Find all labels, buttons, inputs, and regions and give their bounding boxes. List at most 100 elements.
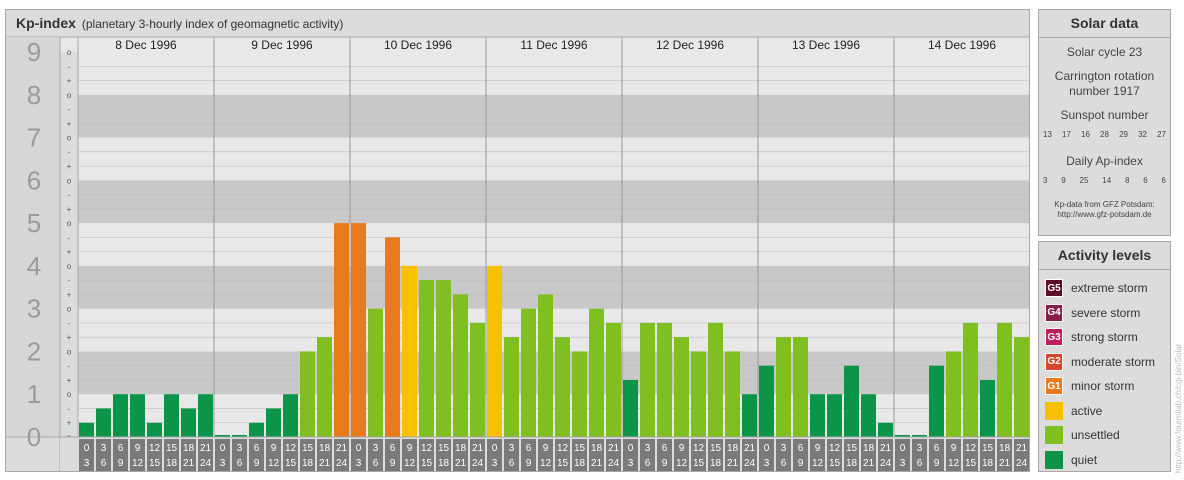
kp-bar bbox=[810, 394, 825, 437]
interval-cell bbox=[827, 439, 842, 471]
activity-level-item: G5 extreme storm bbox=[1045, 276, 1170, 301]
interval-end-label: 6 bbox=[781, 458, 787, 469]
interval-cell bbox=[572, 439, 587, 471]
interval-start-label: 12 bbox=[693, 443, 705, 454]
activity-level-swatch bbox=[1045, 450, 1063, 469]
interval-cell bbox=[487, 439, 502, 471]
interval-cell bbox=[555, 439, 570, 471]
interval-end-label: 3 bbox=[356, 458, 362, 469]
interval-end-label: 24 bbox=[472, 458, 484, 469]
interval-cell bbox=[1014, 439, 1029, 471]
kp-bar bbox=[385, 237, 400, 437]
interval-end-label: 24 bbox=[336, 458, 348, 469]
ap-index-value: 25 bbox=[1079, 176, 1089, 185]
activity-level-item: G3 strong storm bbox=[1045, 325, 1170, 350]
y-tick-label: 4 bbox=[27, 251, 41, 281]
minor-tick-label: + bbox=[67, 376, 72, 385]
interval-end-label: 18 bbox=[710, 458, 722, 469]
date-strip bbox=[5, 37, 1030, 52]
interval-end-label: 3 bbox=[220, 458, 226, 469]
kp-bar bbox=[674, 337, 689, 437]
kp-bar bbox=[776, 337, 791, 437]
interval-end-label: 3 bbox=[900, 458, 906, 469]
activity-levels-panel: Activity levels G5 extreme storm G4 severe … bbox=[1038, 241, 1171, 472]
interval-start-label: 18 bbox=[591, 443, 603, 454]
kp-band bbox=[78, 265, 1030, 309]
kp-bar bbox=[708, 322, 723, 437]
minor-tick-label: o bbox=[67, 48, 72, 57]
interval-end-label: 12 bbox=[404, 458, 416, 469]
kp-bar bbox=[861, 394, 876, 437]
kp-bar bbox=[1014, 337, 1029, 437]
minor-tick-label: + bbox=[67, 419, 72, 428]
date-label: 13 Dec 1996 bbox=[792, 38, 860, 52]
solar-data-title: Solar data bbox=[1039, 10, 1170, 38]
interval-end-label: 15 bbox=[285, 458, 297, 469]
interval-cell bbox=[215, 439, 230, 471]
interval-end-label: 9 bbox=[118, 458, 124, 469]
interval-start-label: 12 bbox=[965, 443, 977, 454]
interval-start-label: 9 bbox=[271, 443, 277, 454]
interval-cell bbox=[725, 439, 740, 471]
activity-level-label: strong storm bbox=[1071, 330, 1138, 345]
activity-level-item: unsettled bbox=[1045, 423, 1170, 448]
interval-start-label: 3 bbox=[509, 443, 515, 454]
interval-start-label: 9 bbox=[951, 443, 957, 454]
interval-end-label: 15 bbox=[693, 458, 705, 469]
ap-index-value: 3 bbox=[1043, 176, 1048, 185]
interval-end-label: 12 bbox=[540, 458, 552, 469]
kp-data-url[interactable]: http://www.gfz-potsdam.de bbox=[1057, 210, 1152, 219]
interval-start-label: 15 bbox=[846, 443, 858, 454]
interval-cell bbox=[793, 439, 808, 471]
interval-start-label: 3 bbox=[373, 443, 379, 454]
minor-tick-label: o bbox=[67, 134, 72, 143]
interval-start-label: 6 bbox=[254, 443, 260, 454]
interval-start-label: 0 bbox=[764, 443, 770, 454]
kp-band bbox=[78, 94, 1030, 138]
kp-bar bbox=[657, 322, 672, 437]
minor-tick-label: o bbox=[67, 262, 72, 271]
kp-bar bbox=[572, 351, 587, 437]
interval-cell bbox=[368, 439, 383, 471]
interval-start-label: 6 bbox=[118, 443, 124, 454]
interval-cell bbox=[861, 439, 876, 471]
interval-start-label: 12 bbox=[421, 443, 433, 454]
kp-bar bbox=[419, 280, 434, 437]
sunspot-label: Sunspot number bbox=[1060, 108, 1149, 122]
interval-cell bbox=[198, 439, 213, 471]
minor-tick-label: - bbox=[68, 62, 71, 71]
interval-start-label: 6 bbox=[934, 443, 940, 454]
interval-cell bbox=[929, 439, 944, 471]
kp-bar bbox=[997, 322, 1012, 437]
kp-bar bbox=[759, 365, 774, 437]
interval-start-label: 6 bbox=[390, 443, 396, 454]
interval-start-label: 0 bbox=[84, 443, 90, 454]
interval-start-label: 18 bbox=[727, 443, 739, 454]
interval-end-label: 12 bbox=[812, 458, 824, 469]
interval-cell bbox=[963, 439, 978, 471]
interval-end-label: 3 bbox=[764, 458, 770, 469]
interval-end-label: 24 bbox=[608, 458, 620, 469]
kp-data-credit: Kp-data from GFZ Potsdam: bbox=[1054, 200, 1155, 209]
interval-cell bbox=[470, 439, 485, 471]
interval-start-label: 3 bbox=[645, 443, 651, 454]
chart-title-bar: Kp-index (planetary 3-hourly index of geo… bbox=[16, 15, 343, 31]
interval-start-label: 15 bbox=[574, 443, 586, 454]
interval-cell bbox=[912, 439, 927, 471]
kp-bar bbox=[334, 223, 349, 437]
interval-end-label: 18 bbox=[846, 458, 858, 469]
minor-tick-label: + bbox=[67, 205, 72, 214]
minor-tick-label: o bbox=[67, 347, 72, 356]
activity-level-swatch bbox=[1045, 426, 1063, 445]
interval-end-label: 6 bbox=[373, 458, 379, 469]
interval-start-label: 3 bbox=[237, 443, 243, 454]
kp-bar bbox=[623, 379, 638, 437]
chart-border bbox=[5, 9, 1030, 472]
interval-cell bbox=[674, 439, 689, 471]
interval-end-label: 6 bbox=[917, 458, 923, 469]
date-label: 14 Dec 1996 bbox=[928, 38, 996, 52]
kp-bar bbox=[300, 351, 315, 437]
activity-levels-title: Activity levels bbox=[1039, 242, 1170, 270]
solar-data-panel: Solar data Solar cycle 23 Carrington rot… bbox=[1038, 9, 1171, 236]
y-tick-label: 8 bbox=[27, 80, 41, 110]
